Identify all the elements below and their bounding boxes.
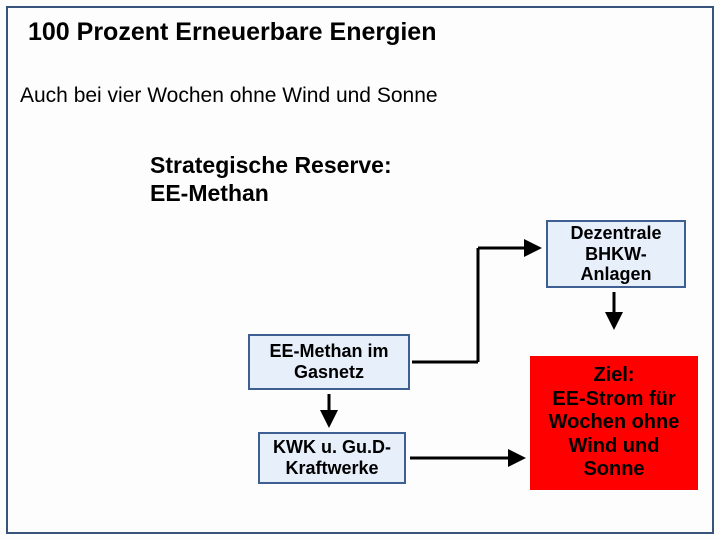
node-gasnetz-l1: EE-Methan im bbox=[269, 341, 388, 361]
node-goal: Ziel: EE-Strom für Wochen ohne Wind und … bbox=[530, 356, 698, 490]
node-bhkw: Dezentrale BHKW- Anlagen bbox=[546, 220, 686, 288]
node-goal-l5: Sonne bbox=[583, 458, 644, 480]
node-goal-l1: Ziel: bbox=[593, 364, 634, 386]
node-goal-l3: Wochen ohne bbox=[549, 411, 680, 433]
heading-line2: EE-Methan bbox=[150, 180, 269, 206]
node-kwk-l1: KWK u. Gu.D- bbox=[273, 437, 391, 457]
page-title: 100 Prozent Erneuerbare Energien bbox=[28, 18, 436, 47]
heading-line1: Strategische Reserve: bbox=[150, 152, 392, 178]
page-subtitle: Auch bei vier Wochen ohne Wind und Sonne bbox=[20, 84, 438, 108]
node-bhkw-l3: Anlagen bbox=[580, 264, 651, 284]
node-gasnetz-l2: Gasnetz bbox=[294, 362, 364, 382]
node-kwk-l2: Kraftwerke bbox=[285, 458, 378, 478]
node-goal-l2: EE-Strom für bbox=[552, 388, 675, 410]
node-kwk: KWK u. Gu.D- Kraftwerke bbox=[258, 432, 406, 484]
node-gasnetz: EE-Methan im Gasnetz bbox=[248, 334, 410, 390]
node-bhkw-l1: Dezentrale bbox=[570, 223, 661, 243]
node-goal-l4: Wind und bbox=[569, 435, 660, 457]
section-heading: Strategische Reserve: EE-Methan bbox=[150, 152, 392, 207]
node-bhkw-l2: BHKW- bbox=[585, 244, 647, 264]
